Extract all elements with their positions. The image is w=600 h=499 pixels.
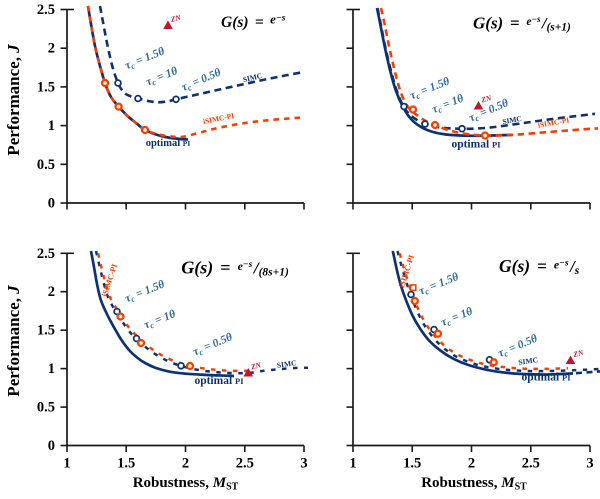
svg-text:optimal PI: optimal PI bbox=[146, 138, 191, 149]
svg-text:1.5: 1.5 bbox=[37, 323, 55, 339]
svg-text:1: 1 bbox=[349, 456, 356, 472]
svg-text:2.5: 2.5 bbox=[37, 246, 55, 262]
svg-text:1: 1 bbox=[48, 361, 55, 377]
svg-text:1.5: 1.5 bbox=[37, 79, 55, 95]
svg-text:2: 2 bbox=[468, 456, 475, 472]
svg-text:0: 0 bbox=[48, 438, 55, 454]
svg-text:SIMC: SIMC bbox=[518, 355, 539, 367]
svg-text:2: 2 bbox=[48, 284, 55, 300]
svg-text:0.5: 0.5 bbox=[37, 400, 55, 416]
svg-text:G(s) = e−s: G(s) = e−s bbox=[221, 12, 286, 32]
svg-text:0: 0 bbox=[48, 196, 55, 212]
svg-text:ZN: ZN bbox=[479, 93, 492, 105]
svg-text:Robustness, MST: Robustness, MST bbox=[421, 475, 527, 493]
svg-text:1.5: 1.5 bbox=[403, 456, 421, 472]
svg-text:Performance, J: Performance, J bbox=[4, 285, 23, 397]
svg-text:optimal PI: optimal PI bbox=[194, 375, 244, 387]
svg-text:ZN: ZN bbox=[249, 360, 262, 372]
svg-text:SIMC: SIMC bbox=[276, 358, 297, 370]
svg-text:2.5: 2.5 bbox=[236, 456, 254, 472]
svg-text:1: 1 bbox=[63, 456, 70, 472]
svg-text:2: 2 bbox=[182, 456, 189, 472]
svg-text:1.5: 1.5 bbox=[117, 456, 135, 472]
svg-text:Robustness, MST: Robustness, MST bbox=[133, 475, 239, 493]
svg-text:2: 2 bbox=[48, 41, 55, 57]
svg-text:Performance, J: Performance, J bbox=[4, 44, 23, 156]
svg-text:ZN: ZN bbox=[169, 13, 182, 25]
svg-text:SIMC: SIMC bbox=[502, 114, 523, 126]
svg-text:SIMC: SIMC bbox=[242, 71, 263, 84]
svg-text:1: 1 bbox=[48, 118, 55, 134]
svg-text:3: 3 bbox=[586, 456, 593, 472]
svg-text:2.5: 2.5 bbox=[522, 456, 540, 472]
svg-text:ZN: ZN bbox=[571, 348, 584, 360]
svg-text:0.5: 0.5 bbox=[37, 157, 55, 173]
svg-text:optimal PI: optimal PI bbox=[521, 372, 571, 384]
svg-text:3: 3 bbox=[300, 456, 307, 472]
svg-text:optimal PI: optimal PI bbox=[451, 139, 501, 151]
svg-text:2.5: 2.5 bbox=[37, 2, 55, 18]
